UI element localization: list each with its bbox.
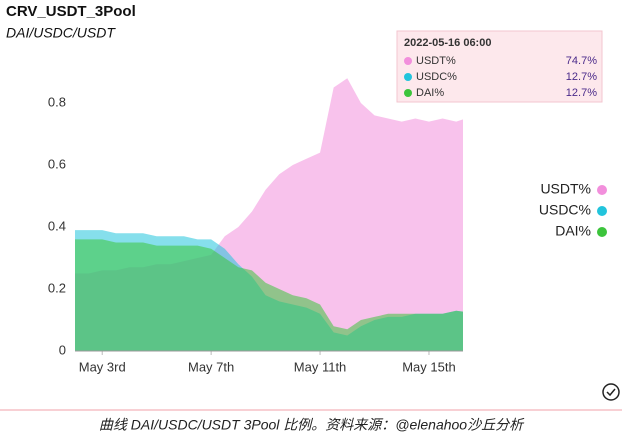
legend-label: USDC% xyxy=(539,202,591,218)
chart-subtitle: DAI/USDC/USDT xyxy=(6,25,116,41)
x-tick-label: May 7th xyxy=(188,359,234,374)
y-tick-label: 0.8 xyxy=(48,94,66,109)
y-tick-label: 0.4 xyxy=(48,218,66,233)
y-tick-label: 0 xyxy=(59,342,66,357)
tooltip-title: 2022-05-16 06:00 xyxy=(404,37,491,49)
tooltip-name: USDT% xyxy=(416,55,456,67)
tooltip-box xyxy=(396,30,603,103)
x-tick-label: May 15th xyxy=(402,359,455,374)
legend-swatch xyxy=(597,206,607,216)
legend-swatch xyxy=(597,185,607,195)
tooltip-name: DAI% xyxy=(416,87,444,99)
tooltip-value: 74.7% xyxy=(566,55,597,67)
x-tick-label: May 3rd xyxy=(79,359,126,374)
tooltip-value: 12.7% xyxy=(566,87,597,99)
legend-label: DAI% xyxy=(555,223,591,239)
check-mark xyxy=(606,388,616,397)
y-tick-label: 0.6 xyxy=(48,156,66,171)
tooltip-swatch xyxy=(404,57,412,65)
chart-title: CRV_USDT_3Pool xyxy=(6,3,136,20)
check-icon[interactable] xyxy=(602,383,620,401)
tooltip-value: 12.7% xyxy=(566,71,597,83)
area xyxy=(75,239,463,351)
legend-label: USDT% xyxy=(540,181,591,197)
tooltip-name: USDC% xyxy=(416,71,457,83)
tooltip-swatch xyxy=(404,89,412,97)
y-tick-label: 0.2 xyxy=(48,280,66,295)
tooltip-swatch xyxy=(404,73,412,81)
x-tick-label: May 11th xyxy=(294,359,347,374)
legend-swatch xyxy=(597,227,607,237)
caption: 曲线 DAI/USDC/USDT 3Pool 比例。资料来源：@elenahoo… xyxy=(99,417,525,433)
